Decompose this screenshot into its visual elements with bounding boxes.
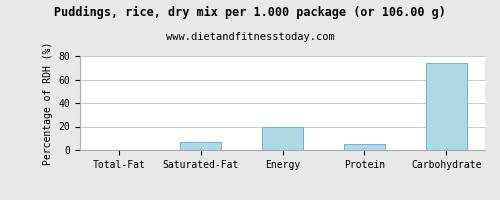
Text: www.dietandfitnesstoday.com: www.dietandfitnesstoday.com bbox=[166, 32, 334, 42]
Bar bbox=[344, 144, 385, 150]
Bar bbox=[262, 127, 303, 150]
Text: Puddings, rice, dry mix per 1.000 package (or 106.00 g): Puddings, rice, dry mix per 1.000 packag… bbox=[54, 6, 446, 19]
Bar bbox=[180, 142, 221, 150]
Y-axis label: Percentage of RDH (%): Percentage of RDH (%) bbox=[43, 41, 53, 165]
Bar bbox=[426, 63, 467, 150]
